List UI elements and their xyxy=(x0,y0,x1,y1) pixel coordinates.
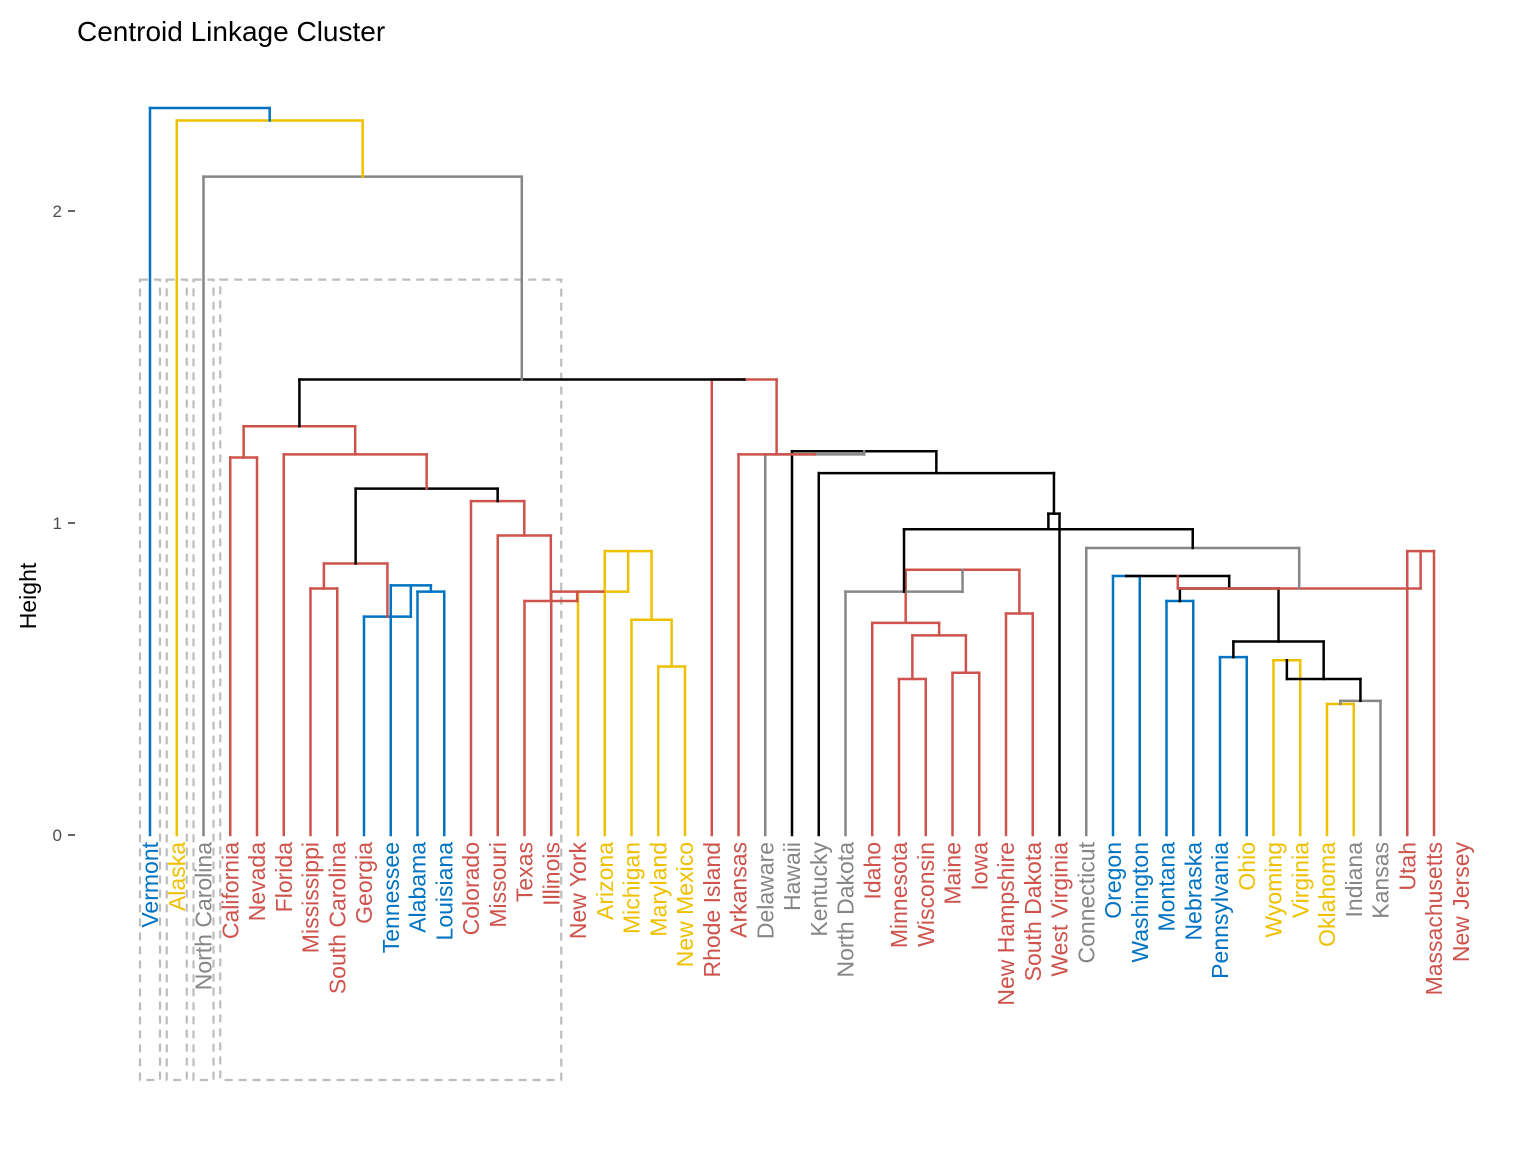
leaf-label-indiana: Indiana xyxy=(1341,842,1367,918)
leaf-label-new-mexico: New Mexico xyxy=(672,842,698,967)
leaf-label-vermont: Vermont xyxy=(137,841,163,927)
leaf-label-mississippi: Mississippi xyxy=(298,842,324,953)
leaf-label-virginia: Virginia xyxy=(1287,842,1313,918)
leaf-label-south-dakota: South Dakota xyxy=(1020,842,1046,982)
leaf-label-kansas: Kansas xyxy=(1368,842,1394,919)
leaf-label-hawaii: Hawaii xyxy=(779,842,805,911)
leaf-label-california: California xyxy=(217,842,243,939)
leaf-label-illinois: Illinois xyxy=(538,842,564,906)
leaf-label-nebraska: Nebraska xyxy=(1180,842,1206,941)
leaf-label-missouri: Missouri xyxy=(485,842,511,928)
leaf-label-new-hampshire: New Hampshire xyxy=(993,842,1019,1006)
leaf-label-connecticut: Connecticut xyxy=(1073,841,1099,963)
leaf-label-south-carolina: South Carolina xyxy=(324,842,350,994)
leaf-label-rhode-island: Rhode Island xyxy=(699,842,725,978)
y-axis: 0 1 2 xyxy=(53,202,75,845)
cluster-box-1 xyxy=(138,278,162,1082)
leaf-label-delaware: Delaware xyxy=(752,842,778,939)
leaf-label-oklahoma: Oklahoma xyxy=(1314,842,1340,947)
leaf-label-alaska: Alaska xyxy=(164,842,190,911)
leaf-label-north-dakota: North Dakota xyxy=(833,842,859,978)
leaf-label-idaho: Idaho xyxy=(859,842,885,900)
y-axis-title: Height xyxy=(15,562,41,629)
leaf-label-tennessee: Tennessee xyxy=(378,842,404,953)
leaf-label-washington: Washington xyxy=(1127,842,1153,963)
leaf-label-nevada: Nevada xyxy=(244,842,270,921)
leaf-label-michigan: Michigan xyxy=(619,842,645,934)
leaf-label-north-carolina: North Carolina xyxy=(191,842,217,990)
leaf-label-alabama: Alabama xyxy=(405,842,431,933)
leaf-label-maine: Maine xyxy=(940,842,966,905)
leaf-label-new-york: New York xyxy=(565,842,591,940)
chart-title: Centroid Linkage Cluster xyxy=(77,16,385,47)
dendrogram-branches xyxy=(148,106,1436,837)
leaf-label-iowa: Iowa xyxy=(966,842,992,891)
cluster-box-4 xyxy=(219,278,563,1082)
leaf-label-massachusetts: Massachusetts xyxy=(1421,842,1447,995)
leaf-label-west-virginia: West Virginia xyxy=(1047,842,1073,977)
leaf-label-pennsylvania: Pennsylvania xyxy=(1207,842,1233,979)
leaf-label-wyoming: Wyoming xyxy=(1261,842,1287,938)
leaf-label-arkansas: Arkansas xyxy=(726,842,752,938)
cluster-boxes xyxy=(138,278,563,1082)
leaf-label-texas: Texas xyxy=(512,842,538,902)
leaf-label-montana: Montana xyxy=(1154,842,1180,932)
leaf-label-kentucky: Kentucky xyxy=(806,842,832,937)
leaf-label-maryland: Maryland xyxy=(645,842,671,937)
leaf-label-minnesota: Minnesota xyxy=(886,842,912,948)
y-tick-label: 1 xyxy=(53,514,62,533)
leaf-label-utah: Utah xyxy=(1394,842,1420,891)
leaf-label-florida: Florida xyxy=(271,842,297,913)
leaf-label-colorado: Colorado xyxy=(458,842,484,935)
leaf-labels: Vermont Alaska North Carolina California Nev… xyxy=(137,841,1474,1005)
leaf-label-louisiana: Louisiana xyxy=(431,842,457,941)
leaf-label-ohio: Ohio xyxy=(1234,842,1260,891)
leaf-label-new-jersey: New Jersey xyxy=(1448,842,1474,963)
y-tick-label: 0 xyxy=(53,826,62,845)
y-tick-label: 2 xyxy=(53,202,62,221)
leaf-label-oregon: Oregon xyxy=(1100,842,1126,919)
leaf-label-wisconsin: Wisconsin xyxy=(913,842,939,947)
leaf-label-arizona: Arizona xyxy=(592,842,618,920)
cluster-box-2 xyxy=(165,278,188,1082)
leaf-label-georgia: Georgia xyxy=(351,842,377,924)
cluster-box-3 xyxy=(192,278,215,1082)
